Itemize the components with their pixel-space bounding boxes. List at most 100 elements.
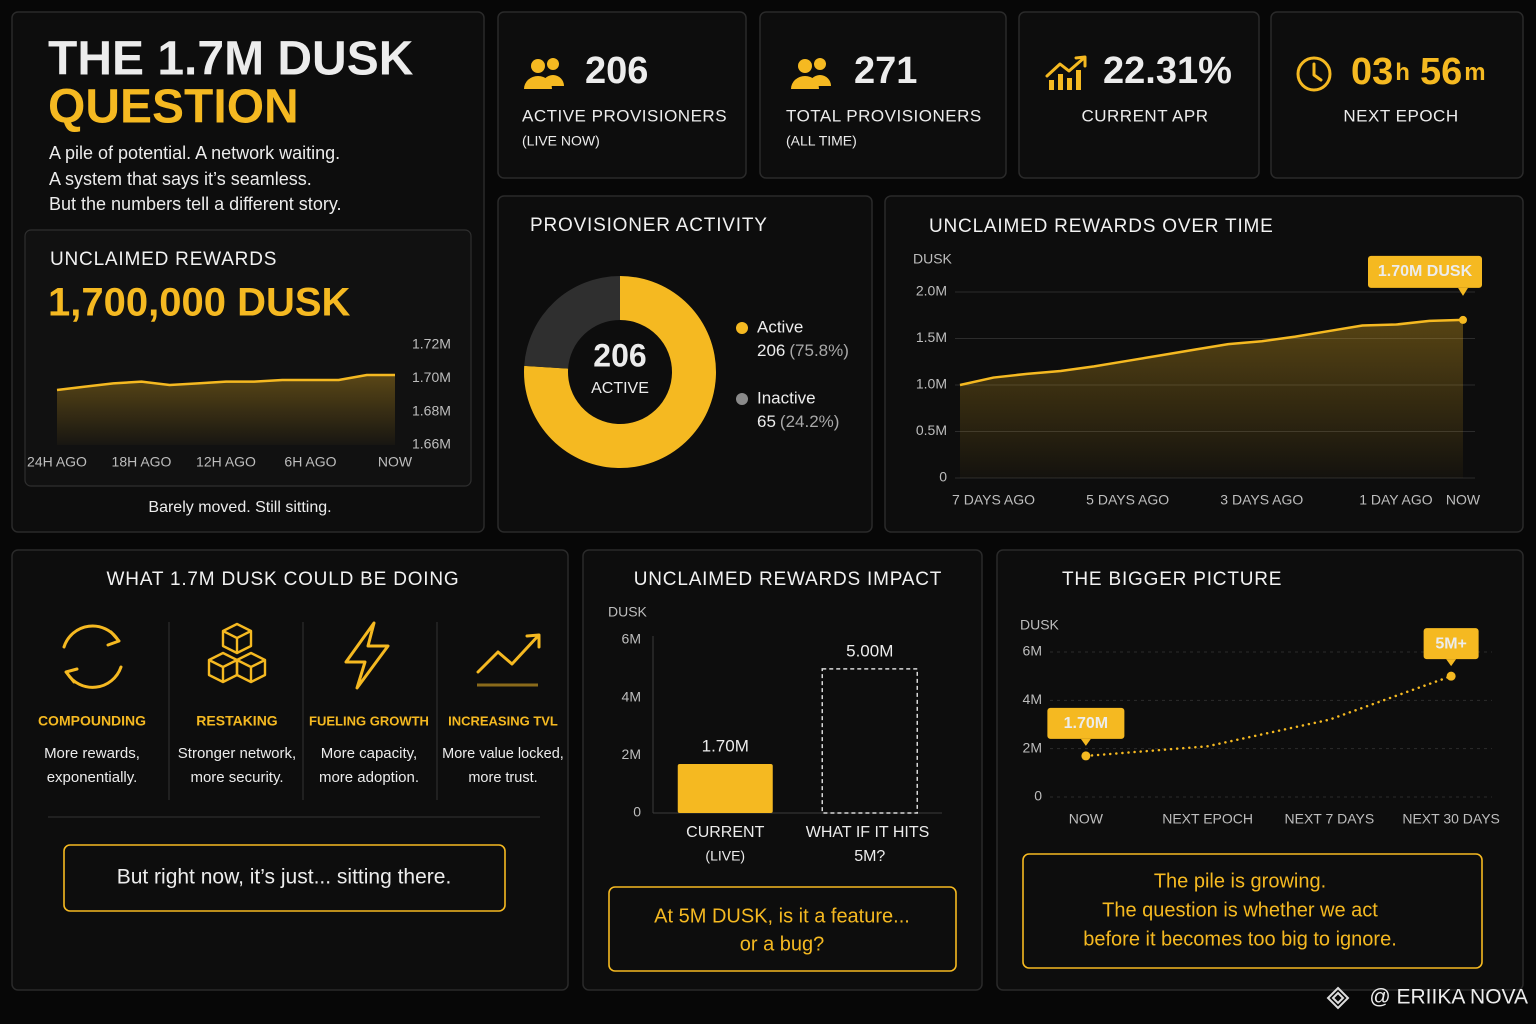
x-tick-label: NEXT 7 DAYS — [1285, 811, 1375, 827]
callout-pointer — [1080, 738, 1091, 746]
y-tick-label: 2M — [622, 746, 641, 762]
annotation-pointer — [1458, 287, 1468, 296]
y-tick-label: 2.0M — [916, 283, 947, 299]
legend-value: 65 (24.2%) — [757, 412, 839, 431]
minutes-unit: m — [1464, 59, 1485, 86]
stat-card — [1018, 11, 1260, 179]
use-text: more security. — [190, 769, 283, 786]
callout-box — [608, 886, 957, 972]
annotation-box — [1368, 255, 1482, 288]
headline: 1,700,000 DUSK — [48, 281, 351, 325]
y-tick-label: 6M — [1023, 643, 1042, 659]
end-point — [1459, 315, 1467, 324]
legend-value: 206 (75.8%) — [757, 341, 849, 360]
y-tick-label: 1.5M — [916, 329, 947, 345]
use-text: More capacity, — [321, 745, 417, 762]
callout-text: The question is whether we act — [1102, 899, 1378, 921]
outlook-panel — [996, 549, 1524, 991]
legend-count: 65 — [757, 412, 776, 431]
caption: Barely moved. Still sitting. — [148, 499, 331, 516]
x-tick-label: WHAT IF IT HITS 5M? — [806, 824, 934, 865]
y-tick-label: 2M — [1023, 739, 1042, 755]
use-title: COMPOUNDING — [38, 713, 146, 729]
value-label: 5.00M — [846, 641, 893, 660]
use-text: More value locked, — [442, 746, 564, 762]
stat-label: TOTAL PROVISIONERS — [786, 106, 982, 125]
intro-line: A pile of potential. A network waiting. — [49, 143, 340, 163]
callout-box — [1022, 853, 1483, 969]
y-tick-label: 1.72M — [412, 336, 451, 352]
callout-text: The pile is growing. — [1154, 870, 1326, 892]
hours-unit: h — [1395, 59, 1410, 86]
stat-value: 271 — [854, 50, 917, 92]
use-text: more adoption. — [319, 769, 419, 786]
category-note: (LIVE) — [705, 848, 745, 864]
refresh-icon — [62, 624, 123, 689]
legend-share: (75.8%) — [789, 341, 849, 360]
callout-text: But right now, it’s just... sitting ther… — [117, 866, 452, 889]
legend-share: (24.2%) — [780, 412, 840, 431]
y-tick-label: 1.68M — [412, 402, 451, 418]
cubes-icon — [207, 622, 267, 684]
stat-note: (ALL TIME) — [786, 133, 857, 149]
callout-text: At 5M DUSK, is it a feature... — [654, 905, 910, 927]
stat-card — [497, 11, 747, 179]
uses-panel — [11, 549, 569, 991]
y-tick-label: 0 — [939, 469, 947, 485]
use-text: More rewards, — [44, 745, 140, 762]
stat-label: ACTIVE PROVISIONERS — [522, 106, 727, 125]
legend-count: 206 — [757, 341, 785, 360]
hours: 03 — [1351, 51, 1393, 93]
callout-box — [63, 844, 506, 912]
legend-label: Active — [757, 317, 803, 336]
x-tick-label: 12H AGO — [196, 454, 256, 470]
x-tick-label: NEXT 30 DAYS — [1402, 811, 1500, 827]
bar — [821, 668, 918, 814]
lightning-icon — [344, 621, 390, 690]
title: THE 1.7M DUSK — [48, 33, 414, 86]
use-title: FUELING GROWTH — [309, 713, 429, 728]
people-icon — [524, 58, 564, 89]
x-tick-label: 5 DAYS AGO — [1086, 492, 1169, 508]
donut-slice — [524, 276, 716, 469]
callout-text: before it becomes too big to ignore. — [1083, 928, 1397, 950]
use-text: exponentially. — [47, 769, 138, 786]
y-tick-label: 1.66M — [412, 436, 451, 452]
y-axis-label: DUSK — [608, 604, 648, 620]
value-label: 5M+ — [1435, 635, 1467, 652]
chart-title: UNCLAIMED REWARDS OVER TIME — [929, 216, 1274, 237]
chart-title: THE BIGGER PICTURE — [1062, 569, 1282, 590]
card-title: UNCLAIMED REWARDS — [50, 249, 277, 270]
section-title: WHAT 1.7M DUSK COULD BE DOING — [107, 569, 460, 590]
use-text: Stronger network, — [178, 745, 296, 762]
bar — [677, 763, 773, 813]
x-tick-label: NEXT EPOCH — [1162, 811, 1253, 827]
x-tick-label: 24H AGO — [27, 454, 87, 470]
point — [1081, 751, 1091, 761]
y-tick-label: 0 — [633, 804, 641, 820]
x-tick-label: 18H AGO — [112, 454, 172, 470]
callout-pointer — [1446, 659, 1457, 667]
x-tick-label: 7 DAYS AGO — [952, 492, 1035, 508]
y-tick-label: 4M — [622, 688, 641, 704]
point — [1446, 671, 1456, 681]
chart-title: PROVISIONER ACTIVITY — [530, 215, 768, 236]
stat-value: 22.31% — [1103, 50, 1232, 92]
stat-card — [759, 11, 1007, 179]
value-callout — [1047, 707, 1125, 739]
use-text: more trust. — [468, 770, 537, 786]
stat-label: CURRENT APR — [1081, 106, 1208, 125]
credit: @ ERIIKA NOVA — [1369, 986, 1528, 1009]
line — [1084, 674, 1453, 758]
callout-text: or a bug? — [740, 933, 825, 955]
value-label: 1.70M — [702, 736, 749, 755]
legend-swatch — [736, 322, 748, 334]
x-tick-label: 1 DAY AGO — [1359, 492, 1433, 508]
intro-line: But the numbers tell a different story. — [49, 194, 341, 214]
x-tick-label: NOW — [1069, 811, 1104, 827]
y-tick-label: 0.5M — [916, 422, 947, 438]
bar-panel — [582, 549, 983, 991]
y-tick-label: 1.0M — [916, 376, 947, 392]
epoch-countdown: 03h 56m — [1351, 51, 1486, 93]
